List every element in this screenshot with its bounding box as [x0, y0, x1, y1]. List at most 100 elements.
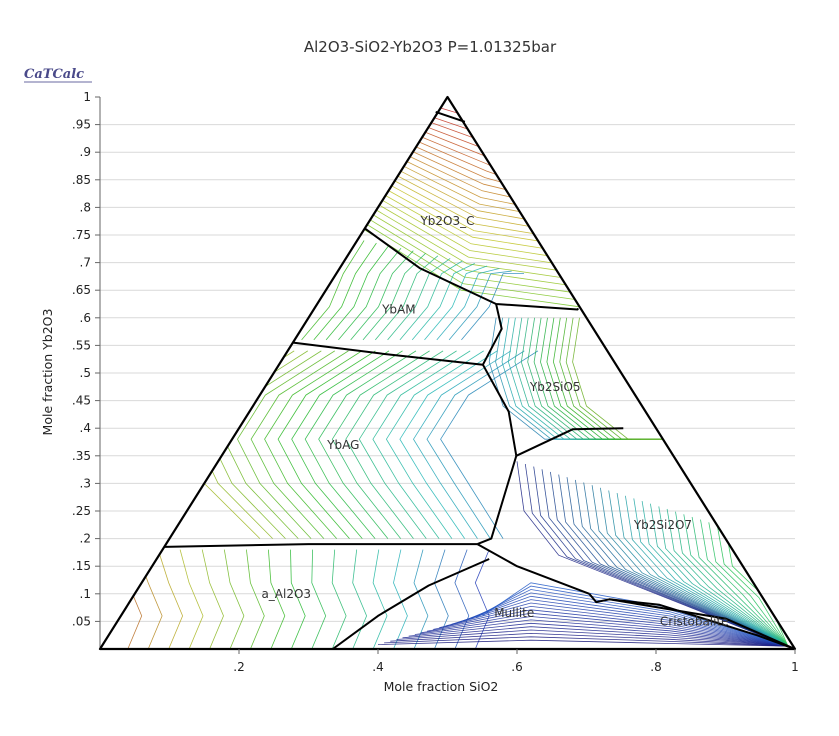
contour-line	[683, 514, 789, 647]
y-axis-label: Mole fraction Yb2O3	[40, 309, 55, 436]
contour-line	[373, 214, 567, 286]
contour-line	[338, 247, 402, 341]
y-tick-label: .2	[80, 532, 91, 546]
contour-line	[388, 190, 545, 249]
contour-line	[246, 549, 265, 649]
contour-line	[403, 165, 522, 213]
phase-boundary	[476, 543, 590, 595]
y-tick-label: .75	[72, 228, 91, 242]
x-tick-label: .2	[233, 660, 244, 674]
contour-line	[369, 219, 571, 293]
y-tick-label: .1	[80, 587, 91, 601]
contour-line	[366, 224, 576, 300]
contour-line	[431, 122, 494, 147]
contour-line	[372, 350, 471, 539]
contour-line	[411, 263, 475, 341]
contour-line	[566, 477, 789, 647]
contour-line	[436, 268, 500, 341]
contour-line	[541, 469, 789, 647]
contour-line	[608, 490, 789, 647]
contour-line	[362, 253, 426, 341]
contour-line	[268, 549, 286, 649]
contour-line	[514, 317, 623, 440]
contour-line	[223, 350, 322, 539]
contour-line	[277, 350, 376, 539]
ternary-triangle	[98, 95, 797, 651]
contour-line	[415, 146, 505, 184]
contour-line	[382, 199, 553, 264]
contour-line	[708, 522, 789, 647]
contour-line	[318, 350, 417, 539]
contour-line	[210, 350, 309, 539]
phase-boundary	[482, 303, 503, 366]
contour-line	[379, 204, 558, 271]
chart-title: Al2O3-SiO2-Yb2O3 P=1.01325bar	[304, 38, 557, 56]
y-tick-label: .55	[72, 338, 91, 352]
contour-line	[325, 245, 390, 341]
contour-line	[533, 466, 789, 647]
contour-line	[474, 549, 490, 649]
contour-line	[402, 626, 789, 647]
phase-boundaries	[164, 110, 796, 650]
contour-line	[384, 636, 789, 647]
contour-lines	[113, 107, 789, 649]
phase-boundary	[588, 593, 796, 650]
contour-line	[157, 549, 184, 649]
contour-line	[399, 350, 498, 539]
y-tick-label: 1	[83, 90, 91, 104]
contour-line	[385, 195, 549, 257]
contour-line	[414, 619, 789, 647]
contour-line	[387, 258, 451, 341]
contour-line	[201, 549, 224, 649]
region-label: a_Al2O3	[261, 587, 311, 601]
contour-line	[558, 474, 789, 647]
contour-line	[304, 350, 403, 539]
contour-line	[345, 350, 444, 539]
contour-line	[461, 273, 524, 341]
contour-line	[575, 479, 789, 647]
phase-boundary	[332, 558, 490, 650]
contour-line	[250, 350, 349, 539]
contour-line	[406, 161, 518, 206]
y-tick-label: .9	[80, 145, 91, 159]
region-label: Yb2Si2O7	[633, 518, 692, 532]
region-label: Cristobalite	[660, 614, 729, 628]
contour-line	[313, 242, 377, 341]
contour-line	[559, 317, 687, 440]
contour-line	[376, 209, 562, 278]
contour-line	[396, 629, 789, 647]
phase-boundary	[515, 427, 624, 457]
contour-line	[675, 511, 789, 647]
contour-line	[440, 350, 539, 539]
contour-line	[658, 506, 789, 647]
triangle-outline	[98, 95, 797, 651]
contour-line	[399, 260, 463, 341]
contour-line	[311, 549, 327, 649]
region-label: Yb2SiO5	[529, 380, 581, 394]
contour-line	[591, 485, 789, 647]
contour-line	[583, 482, 789, 647]
contour-line	[394, 180, 536, 235]
phase-boundary	[477, 455, 518, 546]
x-tick-label: .8	[650, 660, 661, 674]
contour-line	[363, 229, 580, 308]
contour-line	[516, 461, 789, 647]
contour-line	[572, 317, 705, 440]
contour-line	[457, 595, 789, 647]
contour-line	[179, 549, 204, 649]
contour-line	[291, 350, 390, 539]
contour-line	[463, 592, 789, 647]
y-tick-label: .95	[72, 118, 91, 132]
region-label: Yb2O3_C	[419, 214, 474, 228]
contour-line	[422, 136, 496, 169]
y-axis-ticks: .05 .1 .15 .2 .25 .3 .35 .4 .45 .5 .55 .6 .65 .7 .75 .8…	[72, 90, 100, 628]
contour-line	[600, 487, 789, 647]
contour-line	[397, 175, 531, 227]
contour-line	[223, 549, 245, 649]
contour-line	[393, 549, 408, 649]
x-tick-label: .4	[372, 660, 383, 674]
contour-line	[425, 131, 491, 162]
contour-line	[290, 549, 306, 649]
contour-line	[448, 270, 512, 341]
x-axis-label: Mole fraction SiO2	[384, 679, 499, 694]
